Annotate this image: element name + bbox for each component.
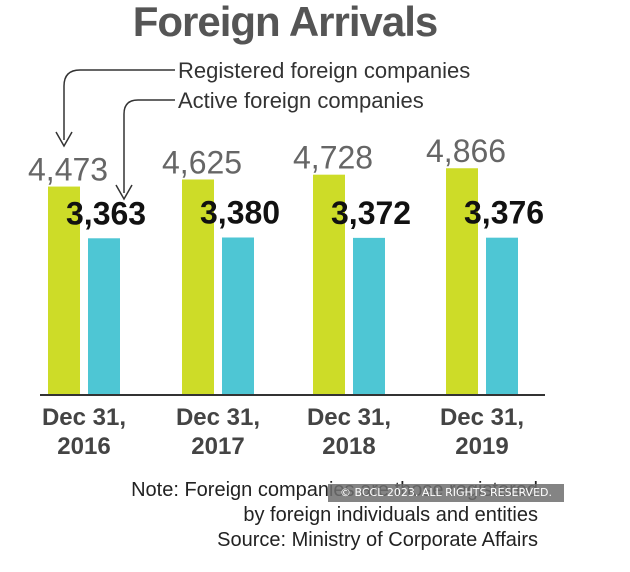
- category-year-2016: 2016: [57, 433, 110, 460]
- legend-registered-arrow-icon: [55, 131, 73, 148]
- category-label-2019: Dec 31,: [440, 404, 524, 431]
- bar-active-2019: [486, 237, 518, 395]
- category-year-2017: 2017: [191, 433, 244, 460]
- note-line-2: by foreign individuals and entities: [243, 504, 538, 526]
- category-year-2018: 2018: [322, 433, 375, 460]
- bar-registered-2016: [48, 186, 80, 395]
- legend-active: Active foreign companies: [178, 88, 424, 113]
- source-line: Source: Ministry of Corporate Affairs: [217, 529, 538, 551]
- data-label-registered-2019: 4,866: [426, 133, 506, 169]
- category-label-2016: Dec 31,: [42, 404, 126, 431]
- data-label-active-2019: 3,376: [464, 195, 544, 231]
- chart-title: Foreign Arrivals: [132, 0, 439, 45]
- data-label-registered-2017: 4,625: [162, 144, 242, 180]
- bar-registered-2018: [313, 174, 345, 395]
- legend-active-leader: [123, 99, 175, 193]
- legend-registered: Registered foreign companies: [178, 58, 470, 83]
- bar-registered-2019: [446, 168, 478, 395]
- bar-active-2018: [353, 237, 385, 395]
- legend: Registered foreign companies Active fore…: [55, 58, 470, 201]
- bar-active-2017: [222, 237, 254, 395]
- category-label-2017: Dec 31,: [176, 404, 260, 431]
- copyright-watermark: © BCCL 2023. ALL RIGHTS RESERVED.: [328, 484, 564, 502]
- data-label-active-2018: 3,372: [331, 195, 411, 231]
- category-label-2018: Dec 31,: [307, 404, 391, 431]
- bar-registered-2017: [182, 179, 214, 395]
- legend-registered-leader: [63, 69, 175, 140]
- data-label-registered-2016: 4,473: [28, 152, 108, 188]
- bar-active-2016: [88, 238, 120, 395]
- data-label-active-2016: 3,363: [66, 195, 146, 231]
- category-year-2019: 2019: [455, 433, 508, 460]
- data-label-registered-2018: 4,728: [293, 140, 373, 176]
- legend-active-arrow-icon: [115, 184, 133, 201]
- data-label-active-2017: 3,380: [200, 194, 280, 230]
